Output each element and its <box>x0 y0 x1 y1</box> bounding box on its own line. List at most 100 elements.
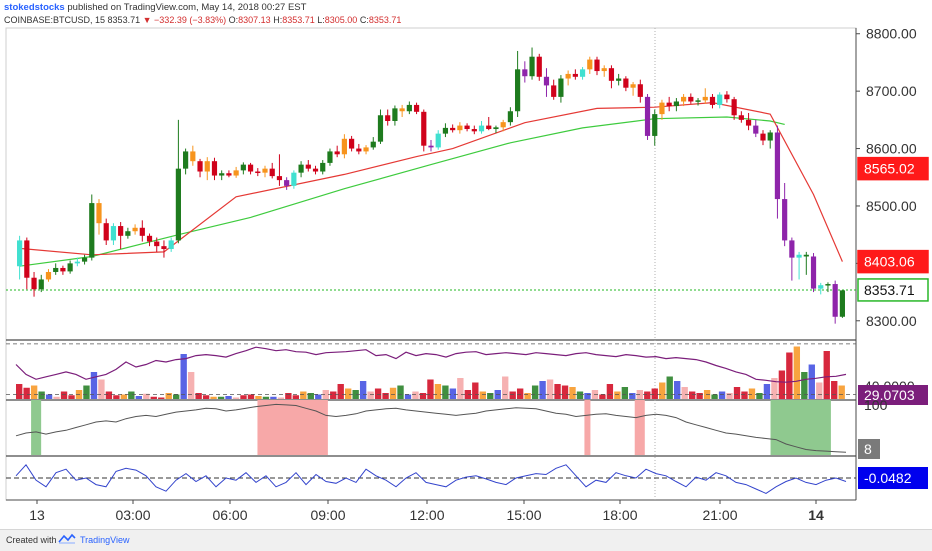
volume-bar <box>143 393 150 399</box>
volume-bar <box>68 395 75 399</box>
candle <box>774 125 781 219</box>
candle <box>435 130 441 150</box>
candle <box>644 94 651 140</box>
volume-bar <box>210 396 217 399</box>
author-name[interactable]: stokedstocks <box>4 2 65 13</box>
candle <box>406 101 412 115</box>
candle <box>587 56 593 74</box>
candle-body <box>515 69 521 112</box>
volume-signal-line <box>15 346 847 383</box>
candle-body <box>370 141 376 148</box>
volume-bar <box>38 391 45 399</box>
volume-bar <box>629 393 636 399</box>
candle <box>370 137 376 150</box>
y-tick-label: 8300.00 <box>866 313 917 329</box>
published-text: published on TradingView.com, May 14, 20… <box>67 2 307 13</box>
volume-bar <box>748 388 756 399</box>
publish-line: stokedstocks published on TradingView.co… <box>4 2 306 13</box>
candle <box>38 274 44 293</box>
volume-bar <box>232 397 240 399</box>
candle-body <box>219 173 225 176</box>
candle <box>543 68 550 97</box>
candle-body <box>579 69 586 77</box>
price-label-text: 8353.71 <box>864 282 915 298</box>
price-label-box <box>857 249 929 274</box>
volume-bar <box>404 394 412 399</box>
candle <box>269 162 275 179</box>
chart-area[interactable]: 8300.008400.008500.008600.008700.008800.… <box>0 0 932 529</box>
candle <box>74 257 80 267</box>
change: −332.39 (−3.83%) <box>154 15 227 25</box>
volume-bar <box>285 393 292 399</box>
candle-body <box>320 162 326 172</box>
candle-body <box>413 104 420 112</box>
candle <box>139 220 145 242</box>
candle <box>818 282 824 295</box>
candle <box>413 102 420 115</box>
candle <box>688 93 694 104</box>
candle-body <box>601 68 607 72</box>
candle <box>392 105 398 126</box>
x-tick-label: 03:00 <box>115 507 150 523</box>
candle <box>276 154 283 186</box>
candle <box>471 125 477 135</box>
candle-body <box>154 241 160 247</box>
volume-bar <box>23 387 30 399</box>
x-tick-label: 09:00 <box>310 507 345 523</box>
volume-bar <box>330 391 337 399</box>
candle-body <box>630 84 636 88</box>
candle-body <box>522 69 528 77</box>
candle-body <box>608 68 615 81</box>
volume-bar <box>539 381 546 399</box>
candle <box>154 237 160 252</box>
volume-bar <box>90 372 98 399</box>
candle <box>67 260 73 274</box>
candle <box>681 94 687 107</box>
candle <box>659 99 665 120</box>
candle-body <box>594 59 600 72</box>
candle <box>45 269 52 282</box>
candle-body <box>110 226 117 241</box>
candle <box>377 109 384 144</box>
volume-bar <box>225 396 232 399</box>
volume-bar <box>531 385 539 399</box>
volume-bar <box>412 391 419 399</box>
candle <box>291 170 297 189</box>
symbol: COINBASE:BTCUSD, 15 <box>4 15 106 25</box>
volume-bar <box>464 390 472 399</box>
candle <box>204 157 210 181</box>
low-value: 8305.00 <box>324 15 358 25</box>
candle <box>839 290 845 318</box>
candle <box>190 145 196 166</box>
tradingview-brand[interactable]: TradingView <box>80 535 130 545</box>
candle <box>341 134 347 159</box>
candle-body <box>233 170 239 176</box>
candle-body <box>745 119 752 126</box>
candle-body <box>103 223 109 241</box>
candle-body <box>255 171 261 174</box>
candle <box>623 76 629 92</box>
candle-body <box>702 96 708 101</box>
volume-bar <box>83 385 90 399</box>
candle-body <box>774 132 781 200</box>
candle-body <box>753 125 759 134</box>
volume-bar <box>771 378 778 399</box>
x-tick-label: 06:00 <box>212 507 247 523</box>
candle-body <box>536 56 542 77</box>
candle-body <box>334 151 340 155</box>
candle-body <box>832 284 838 317</box>
candle-body <box>450 127 456 131</box>
candle <box>673 98 679 112</box>
candle-body <box>118 226 124 236</box>
trend-max-label: 100 <box>864 397 888 413</box>
volume-bar <box>187 372 195 399</box>
volume-bar <box>786 352 793 399</box>
volume-bar <box>569 387 576 399</box>
volume-bar <box>158 397 165 399</box>
candle <box>334 145 340 158</box>
candle-body <box>709 96 716 105</box>
volume-bar <box>546 379 554 399</box>
candle <box>478 121 485 134</box>
candle <box>493 125 499 134</box>
low-label: L: <box>317 15 325 25</box>
